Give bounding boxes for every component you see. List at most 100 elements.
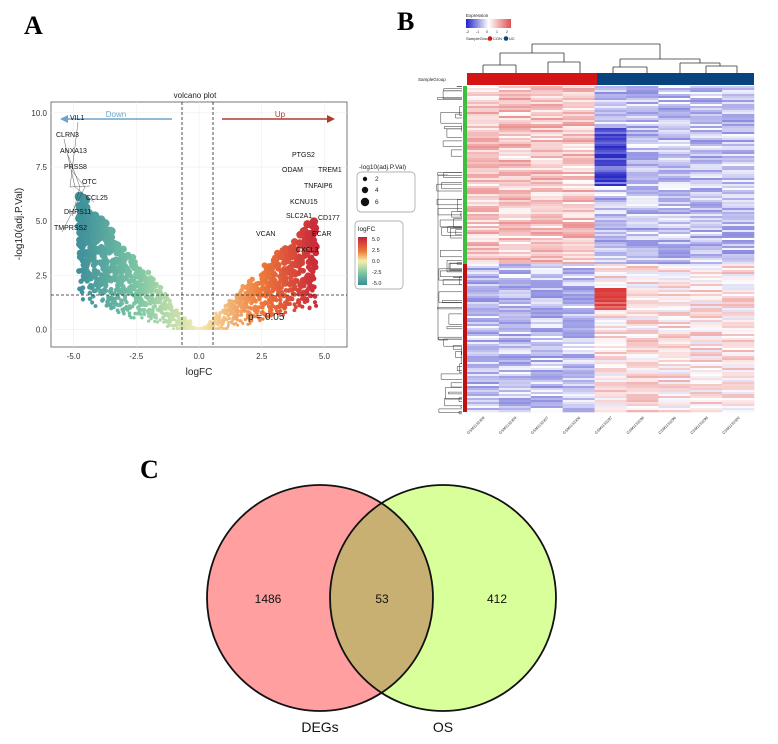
heatmap-cell	[498, 166, 532, 169]
heatmap-cell	[722, 196, 755, 199]
heatmap-cell	[498, 320, 532, 323]
heatmap-cell	[467, 276, 500, 279]
heatmap-cell	[530, 196, 563, 199]
heatmap-cell	[658, 372, 691, 375]
volcano-point	[80, 297, 86, 302]
heatmap-cell	[530, 394, 563, 397]
heatmap-cell	[690, 336, 723, 339]
heatmap-cell	[467, 206, 500, 209]
heatmap-cell	[690, 96, 723, 99]
gene-label: CXCL3	[296, 247, 319, 254]
volcano-point	[108, 278, 114, 284]
heatmap-cell	[530, 264, 563, 267]
heatmap-cell	[498, 150, 532, 153]
heatmap-cell	[498, 388, 532, 391]
volcano-point	[90, 262, 97, 269]
heatmap-cell	[658, 338, 691, 341]
heatmap-cell	[594, 152, 627, 155]
venn-only-a: 1486	[255, 592, 282, 606]
heatmap-cell	[594, 410, 627, 413]
heatmap-cell	[562, 112, 595, 115]
heatmap-cell	[626, 390, 659, 393]
heatmap-cell	[530, 202, 563, 205]
heatmap-cell	[562, 122, 595, 125]
row-dendrogram-branch	[437, 97, 462, 100]
heatmap-cell	[562, 394, 595, 397]
heatmap-cell	[690, 142, 723, 145]
heatmap-cell	[690, 262, 723, 265]
heatmap-cell	[722, 90, 755, 93]
volcano-point	[74, 191, 85, 202]
heatmap-cell	[562, 158, 595, 161]
heatmap-cell	[498, 284, 532, 287]
heatmap-cell	[530, 260, 563, 263]
heatmap-cell	[562, 172, 595, 175]
volcano-point	[160, 302, 165, 307]
heatmap-cell	[562, 260, 595, 263]
heatmap-cell	[530, 154, 563, 157]
row-dendrogram-branch	[442, 279, 462, 286]
heatmap-cell	[626, 258, 659, 261]
volcano-point	[147, 319, 151, 323]
heatmap-cell	[594, 234, 627, 237]
heatmap-cell	[467, 150, 500, 153]
volcano-point	[311, 259, 319, 266]
sample-label: GSM1133297	[594, 416, 613, 435]
heatmap-cell	[626, 86, 659, 89]
heatmap-cell	[498, 246, 532, 249]
heatmap-cell	[690, 204, 723, 207]
heatmap-cell	[722, 214, 755, 217]
heatmap-cell	[626, 234, 659, 237]
heatmap-cell	[658, 308, 691, 311]
gene-leader-line	[69, 185, 91, 188]
heatmap-cell	[467, 338, 500, 341]
heatmap-cell	[722, 148, 755, 151]
heatmap-cell	[562, 330, 595, 333]
heatmap-cell	[467, 300, 500, 303]
heatmap-cell	[722, 278, 755, 281]
volcano-point	[127, 285, 133, 291]
volcano-point	[107, 289, 113, 294]
heatmap-cell	[498, 270, 532, 273]
heatmap-cell	[722, 382, 755, 385]
heatmap-cell	[498, 328, 532, 331]
volcano-point	[77, 286, 83, 292]
heatmap-cell	[722, 248, 755, 251]
gene-label: DHRS11	[64, 209, 91, 216]
heatmap-cell	[467, 364, 500, 367]
heatmap-cell	[530, 224, 563, 227]
heatmap-cell	[562, 168, 595, 171]
heatmap-cell	[498, 402, 532, 405]
volcano-point	[305, 298, 310, 303]
heatmap-cell	[658, 230, 691, 233]
volcano-point	[128, 258, 135, 265]
heatmap-cell	[690, 394, 723, 397]
heatmap-cell	[562, 140, 595, 143]
heatmap-cell	[690, 254, 723, 257]
heatmap-cell	[626, 128, 659, 131]
heatmap-cell	[594, 86, 627, 89]
heatmap-cell	[658, 200, 691, 203]
heatmap-cell	[498, 380, 532, 383]
volcano-point	[91, 270, 97, 277]
heatmap-cell	[530, 124, 563, 127]
volcano-point	[145, 269, 152, 276]
heatmap-cell	[562, 238, 595, 241]
heatmap-cell	[658, 128, 691, 131]
heatmap-cell	[498, 268, 532, 271]
heatmap-cell	[690, 246, 723, 249]
heatmap-cell	[690, 150, 723, 153]
heatmap-cell	[594, 304, 627, 307]
heatmap-cell	[530, 156, 563, 159]
heatmap-cell	[690, 396, 723, 399]
heatmap-cell	[467, 108, 500, 111]
volcano-point	[76, 228, 84, 237]
heatmap-cell	[626, 190, 659, 193]
heatmap-cell	[658, 280, 691, 283]
heatmap-cell	[690, 116, 723, 119]
heatmap-cell	[467, 92, 500, 95]
heatmap-cell	[658, 240, 691, 243]
volcano-point	[132, 316, 136, 320]
heatmap-cell	[498, 230, 532, 233]
heatmap-cell	[530, 190, 563, 193]
